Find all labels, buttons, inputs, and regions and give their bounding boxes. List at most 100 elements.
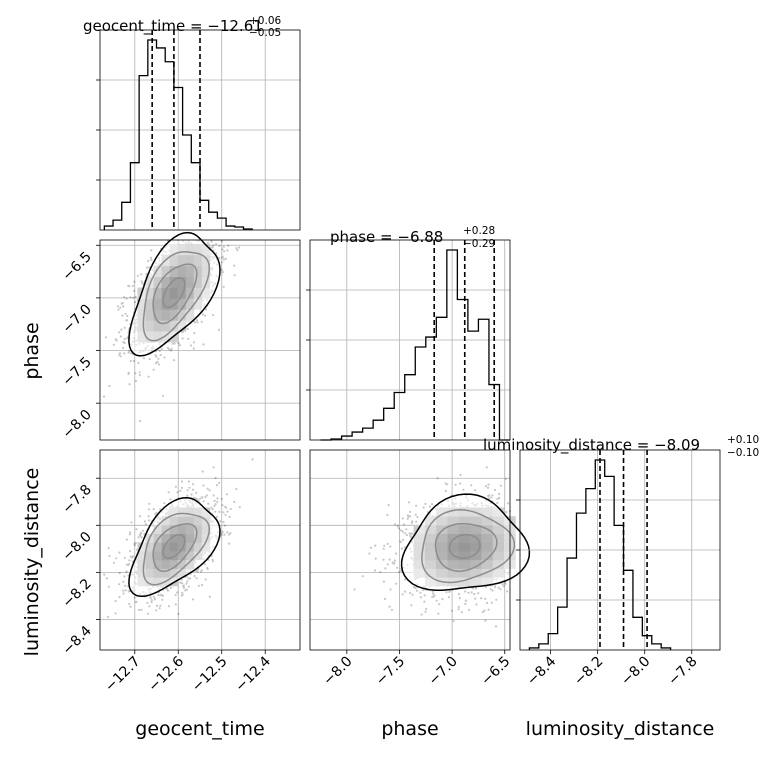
scatter-point (179, 489, 182, 492)
scatter-point (211, 558, 214, 561)
scatter-point (222, 511, 225, 514)
scatter-point (140, 280, 143, 283)
scatter-point (216, 500, 219, 503)
scatter-point (155, 511, 158, 515)
scatter-point (410, 521, 413, 525)
scatter-point (158, 607, 161, 610)
scatter-point (123, 556, 126, 559)
scatter-point (182, 585, 185, 588)
scatter-point (479, 597, 483, 600)
scatter-point (202, 484, 205, 487)
scatter-point (201, 496, 204, 499)
scatter-point (178, 344, 181, 347)
scatter-point (123, 341, 126, 345)
scatter-point (386, 542, 389, 546)
scatter-point (142, 282, 145, 285)
scatter-point (115, 557, 118, 560)
scatter-point (127, 590, 130, 593)
scatter-point (422, 588, 425, 592)
scatter-point (488, 494, 491, 497)
scatter-point (383, 544, 386, 548)
scatter-point (107, 585, 110, 588)
scatter-point (129, 531, 132, 534)
scatter-point (188, 486, 191, 489)
scatter-point (125, 538, 128, 541)
scatter-point (144, 523, 147, 526)
scatter-point (382, 558, 385, 561)
scatter-point (118, 352, 122, 355)
scatter-point (168, 348, 171, 351)
scatter-point (389, 588, 392, 591)
scatter-point (129, 555, 132, 558)
scatter-point (154, 362, 158, 365)
scatter-point (201, 584, 204, 587)
scatter-point (220, 497, 223, 501)
scatter-point (402, 523, 406, 526)
scatter-point (433, 594, 436, 597)
scatter-point (118, 572, 121, 575)
ylabel-luminosity-distance: luminosity_distance (21, 468, 43, 657)
scatter-point (401, 517, 404, 520)
scatter-point (134, 295, 137, 298)
scatter-point (215, 242, 218, 246)
scatter-point (140, 608, 143, 611)
scatter-point (135, 528, 138, 531)
scatter-point (148, 266, 151, 269)
histogram-step (103, 39, 253, 230)
scatter-point (127, 351, 130, 354)
scatter-point (197, 584, 200, 588)
scatter-point (136, 274, 139, 277)
scatter-point (399, 541, 403, 544)
title-luminosity-distance: luminosity_distance = −8.09 +0.10 −0.10 (483, 434, 759, 459)
scatter-point (213, 499, 216, 502)
scatter-point (200, 569, 203, 572)
scatter-point (207, 502, 210, 505)
scatter-point (122, 589, 125, 592)
scatter-point (403, 546, 406, 549)
x-tick-label: −12.4 (232, 653, 274, 695)
scatter-point (127, 284, 130, 287)
scatter-point (127, 563, 130, 567)
contour-line (128, 231, 221, 357)
scatter-point (128, 285, 131, 288)
scatter-point (407, 501, 411, 504)
scatter-point (228, 533, 231, 536)
scatter-point (122, 341, 125, 344)
scatter-point (399, 540, 402, 543)
scatter-point (238, 246, 241, 249)
scatter-point (139, 534, 142, 537)
scatter-point (448, 590, 451, 594)
scatter-point (218, 256, 221, 260)
scatter-point (208, 595, 211, 598)
scatter-point (123, 337, 126, 341)
scatter-point (474, 597, 477, 600)
scatter-point (235, 247, 238, 250)
svg-text:phase = −6.88: phase = −6.88 (330, 228, 443, 246)
y-tick-label: −6.5 (59, 249, 94, 284)
scatter-point (203, 563, 206, 566)
scatter-point (186, 494, 189, 497)
scatter-point (121, 301, 124, 305)
scatter-point (400, 547, 403, 550)
scatter-point (125, 571, 128, 574)
scatter-point (206, 487, 209, 490)
scatter-point (114, 338, 117, 341)
scatter-point (134, 600, 137, 604)
scatter-point (155, 604, 159, 608)
scatter-point (122, 580, 125, 583)
scatter-point (473, 489, 477, 492)
scatter-point (447, 596, 450, 599)
scatter-point (490, 601, 493, 604)
scatter-point (225, 493, 228, 496)
scatter-point (131, 556, 134, 559)
y-tick-label: −7.8 (59, 482, 94, 517)
scatter-point (422, 506, 425, 509)
scatter-point (454, 483, 457, 486)
scatter-point (405, 534, 408, 537)
scatter-point (148, 358, 151, 361)
scatter-point (251, 458, 254, 461)
scatter-point (200, 320, 203, 323)
svg-text:−0.29: −0.29 (463, 238, 495, 250)
scatter-point (493, 488, 497, 492)
scatter-point (137, 361, 140, 365)
